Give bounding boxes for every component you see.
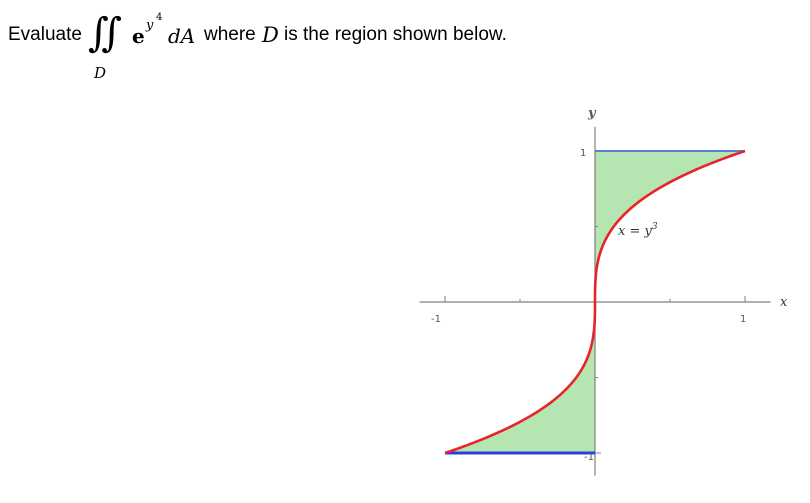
problem-statement: Evaluate ∬ D e y 4 dA where D is the reg… — [8, 10, 568, 84]
integral-region-subscript: D — [94, 64, 107, 82]
integrand-exponent-power: 4 — [156, 12, 163, 23]
tick-label-x-neg: -1 — [431, 314, 441, 325]
integrand-exponent-variable: y — [146, 18, 154, 33]
curve-label-equation: x = y — [618, 224, 652, 239]
integrand-base: e — [132, 24, 145, 48]
evaluate-word: Evaluate — [8, 24, 82, 45]
differential-area: dA — [168, 24, 196, 48]
tick-label-y-pos: 1 — [580, 148, 586, 159]
double-integral-sign: ∬ — [88, 10, 123, 56]
tick-label-x-pos: 1 — [740, 314, 746, 325]
region-description: is the region shown below. — [284, 24, 507, 45]
where-word: where — [204, 24, 256, 45]
y-axis-label: y — [587, 106, 597, 121]
curve-label-exponent: 3 — [652, 222, 658, 232]
curve-x-equals-y-cubed — [444, 149, 746, 455]
x-axis-label: x — [780, 295, 788, 310]
curve-label: x = y3 — [618, 222, 658, 239]
tick-label-y-neg: -1 — [584, 452, 594, 463]
region-symbol: D — [262, 23, 279, 47]
